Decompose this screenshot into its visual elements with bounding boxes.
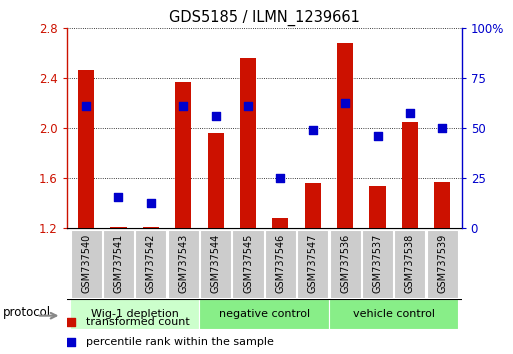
Point [82,103,90,109]
FancyBboxPatch shape [362,230,393,298]
Point [67,339,75,344]
FancyBboxPatch shape [329,299,459,329]
Point [277,176,285,181]
Point [67,319,75,325]
FancyBboxPatch shape [232,230,264,298]
FancyBboxPatch shape [329,230,361,298]
Text: GSM737536: GSM737536 [340,234,350,293]
Text: GSM737544: GSM737544 [211,234,221,293]
Text: GSM737538: GSM737538 [405,234,415,293]
Text: GSM737545: GSM737545 [243,234,253,293]
Point [147,200,155,206]
FancyBboxPatch shape [135,230,166,298]
Bar [272,218,288,228]
FancyBboxPatch shape [200,230,231,298]
Text: GSM737541: GSM737541 [113,234,124,293]
Text: transformed count: transformed count [86,317,190,327]
FancyBboxPatch shape [297,230,328,298]
Text: GSM737539: GSM737539 [437,234,447,293]
Text: percentile rank within the sample: percentile rank within the sample [86,337,274,347]
Bar [369,186,386,228]
Bar [434,182,450,228]
Text: protocol: protocol [3,306,51,319]
Point [438,125,446,131]
Text: vehicle control: vehicle control [353,309,435,319]
Bar [110,227,127,228]
Bar [143,227,159,228]
Point [309,127,317,132]
Bar [402,122,418,228]
Point [406,110,414,116]
Bar [208,133,224,228]
Bar [240,58,256,228]
Point [373,133,382,139]
Point [244,103,252,109]
FancyBboxPatch shape [71,230,102,298]
FancyBboxPatch shape [427,230,458,298]
Text: negative control: negative control [219,309,310,319]
Point [179,103,187,109]
Text: GSM737546: GSM737546 [275,234,285,293]
Point [341,101,349,106]
Text: GSM737537: GSM737537 [372,234,383,293]
FancyBboxPatch shape [168,230,199,298]
Text: GSM737547: GSM737547 [308,234,318,293]
FancyBboxPatch shape [70,299,200,329]
FancyBboxPatch shape [265,230,296,298]
Bar [305,183,321,228]
Text: Wig-1 depletion: Wig-1 depletion [91,309,179,319]
Bar [175,82,191,228]
FancyBboxPatch shape [103,230,134,298]
Text: GSM737540: GSM737540 [81,234,91,293]
Bar [337,43,353,228]
Point [211,113,220,119]
Text: GSM737542: GSM737542 [146,234,156,293]
Text: GSM737543: GSM737543 [178,234,188,293]
Bar [78,70,94,228]
FancyBboxPatch shape [200,299,329,329]
Point [114,194,123,200]
FancyBboxPatch shape [394,230,425,298]
Title: GDS5185 / ILMN_1239661: GDS5185 / ILMN_1239661 [169,9,360,25]
